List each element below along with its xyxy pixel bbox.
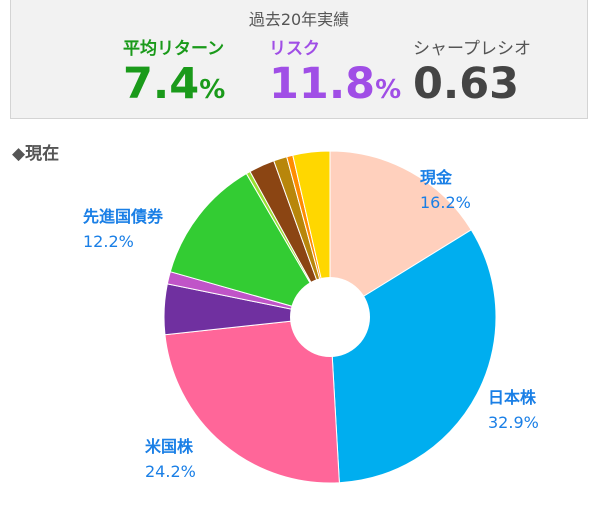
risk-value: 11.8% — [269, 59, 401, 111]
slice-label: 日本株 — [488, 388, 537, 407]
slice-value-label: 16.2% — [420, 193, 471, 212]
pie-labels: 現金 16.2% 日本株 32.9% 米国株 24.2% 先進国債券 12.2% — [83, 168, 539, 481]
risk-unit: % — [375, 75, 402, 105]
sharpe-value: 0.63 — [413, 59, 520, 109]
risk-number: 11.8 — [269, 59, 376, 109]
slice-label: 先進国債券 — [83, 207, 164, 226]
pie-slice-米国株 — [164, 316, 340, 484]
slice-value-label: 12.2% — [83, 232, 134, 251]
sharpe-metric: シャープレシオ 0.63 — [413, 34, 531, 111]
current-allocation-heading: ◆現在 — [12, 144, 60, 164]
pie-slice-10 — [292, 150, 331, 318]
slice-label: 現金 — [420, 168, 453, 187]
performance-panel: 過去20年実績 平均リターン 7.4% リスク 11.8% シャープレシオ 0.… — [10, 0, 588, 119]
slice-value-label: 24.2% — [145, 462, 196, 481]
return-metric: 平均リターン 7.4% — [123, 34, 225, 111]
pie-slices — [163, 150, 497, 484]
slice-label: 米国株 — [145, 437, 194, 456]
return-value: 7.4% — [123, 59, 225, 111]
performance-title: 過去20年実績 — [248, 10, 350, 29]
risk-metric: リスク 11.8% — [269, 34, 401, 111]
return-unit: % — [199, 75, 226, 105]
pie-slice-先進国債券 — [169, 172, 332, 318]
slice-value-label: 32.9% — [488, 413, 539, 432]
return-label: 平均リターン — [123, 39, 225, 59]
risk-label: リスク — [269, 39, 320, 59]
pie-slice-現金 — [329, 150, 472, 318]
pie-slice-日本株 — [329, 229, 497, 484]
donut-hole — [290, 277, 370, 357]
return-number: 7.4 — [123, 59, 200, 109]
sharpe-label: シャープレシオ — [413, 39, 531, 59]
